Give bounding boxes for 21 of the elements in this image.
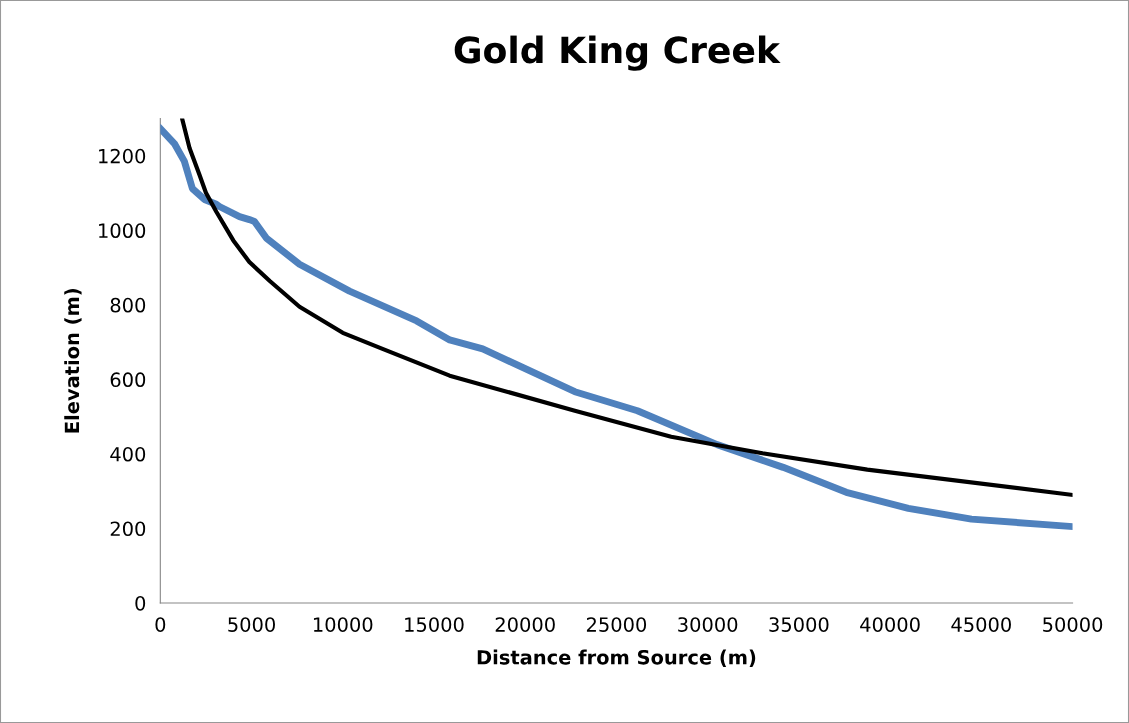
y-tick-label: 1000 — [99, 223, 146, 239]
x-tick-label: 50000 — [1043, 617, 1103, 632]
y-tick-label: 600 — [110, 372, 146, 388]
chart-title: Gold King Creek — [454, 35, 781, 71]
x-axis-title: Distance from Source (m) — [477, 649, 756, 667]
y-tick-label: 0 — [135, 595, 146, 611]
y-tick-label: 200 — [110, 521, 146, 537]
x-tick-label: 20000 — [495, 617, 555, 632]
x-tick-label: 5000 — [228, 617, 275, 632]
y-axis-title: Elevation (m) — [64, 289, 82, 433]
x-tick-label: 25000 — [586, 617, 647, 632]
x-tick-label: 30000 — [678, 617, 738, 632]
x-tick-label: 15000 — [405, 617, 464, 632]
y-tick-label: 800 — [110, 297, 146, 313]
x-tick-label: 10000 — [313, 617, 373, 632]
x-tick-label: 40000 — [860, 617, 920, 632]
x-tick-label: 45000 — [951, 617, 1011, 632]
y-tick-label: 400 — [110, 446, 146, 462]
y-tick-label: 1200 — [99, 148, 146, 164]
x-tick-label: 0 — [155, 617, 166, 632]
x-tick-label: 35000 — [769, 617, 829, 632]
